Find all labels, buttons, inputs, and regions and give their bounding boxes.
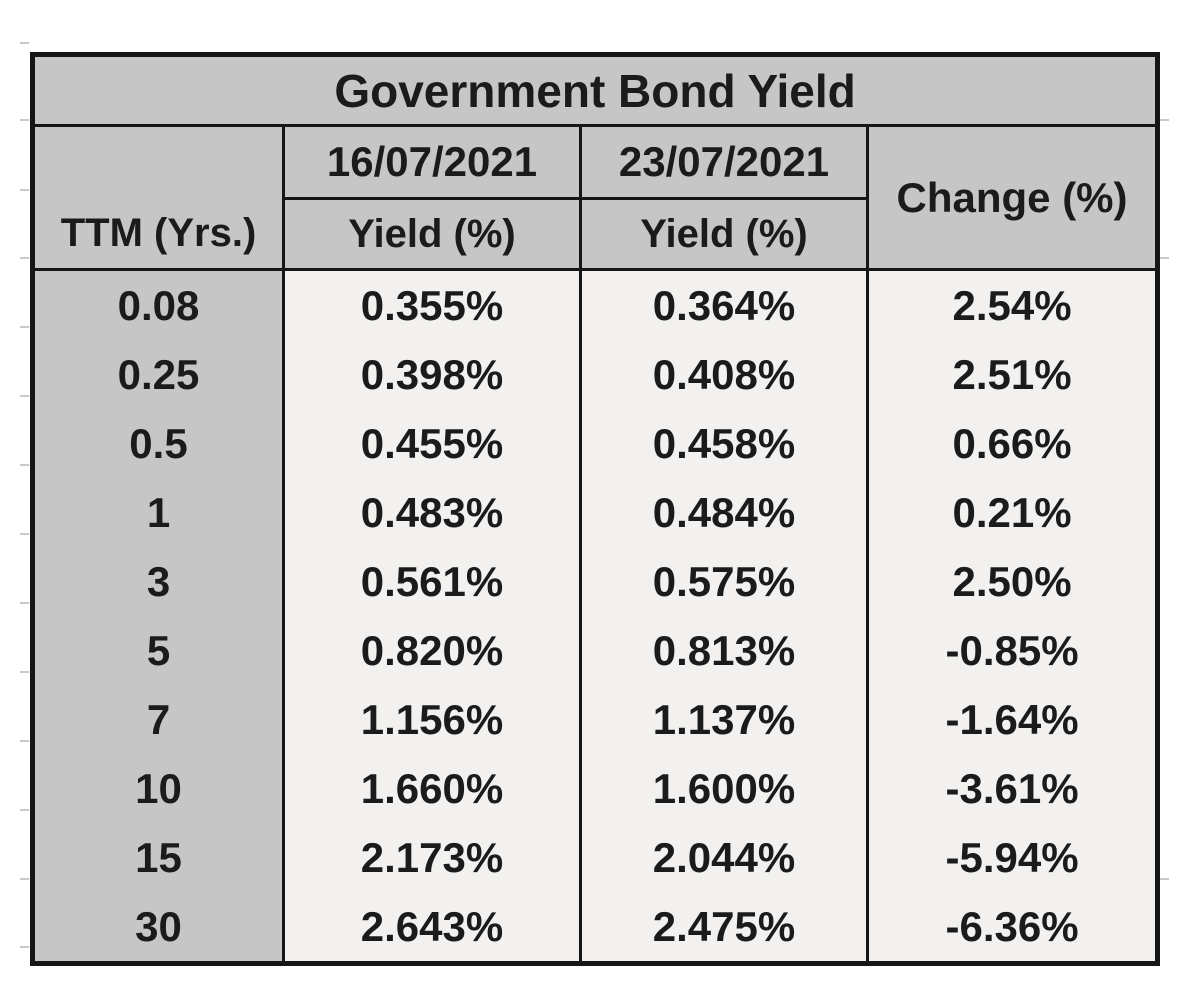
yield-1-cell: 2.643% [282,892,582,964]
ttm-cell: 5 [31,616,285,685]
yield-2-cell: 0.364% [579,269,869,340]
ttm-cell: 1 [31,478,285,547]
table-row: 0.08 0.355% 0.364% 2.54% [31,269,1160,340]
gridline-tick [20,809,29,811]
yield-2-cell: 1.600% [579,754,869,823]
table-row: 0.25 0.398% 0.408% 2.51% [31,340,1160,409]
gridline-tick [20,878,29,880]
change-cell: 2.54% [865,269,1160,340]
ttm-cell: 0.5 [31,409,285,478]
yield-2-cell: 0.484% [579,478,869,547]
table-title-row: Government Bond Yield [32,54,1158,127]
table-title: Government Bond Yield [32,54,1158,127]
table-row: 10 1.660% 1.600% -3.61% [31,754,1160,823]
gridline-tick [20,395,29,397]
gridline-tick [1160,257,1169,259]
yield-1-cell: 0.355% [282,269,582,340]
column-header-ttm: TTM (Yrs.) [31,198,285,271]
yield-1-cell: 1.156% [282,685,582,754]
ttm-cell: 15 [31,823,285,892]
table-row: 1 0.483% 0.484% 0.21% [31,478,1160,547]
change-cell: -5.94% [865,823,1160,892]
change-cell: -0.85% [865,616,1160,685]
gridline-tick [20,464,29,466]
ttm-cell: 0.08 [31,269,285,340]
yield-2-cell: 0.813% [579,616,869,685]
change-cell: 2.50% [865,547,1160,616]
column-header-date-2: 23/07/2021 [579,125,869,200]
yield-1-cell: 2.173% [282,823,582,892]
yield-2-cell: 2.475% [579,892,869,964]
change-cell: 0.66% [865,409,1160,478]
ttm-cell: 0.25 [31,340,285,409]
yield-2-cell: 1.137% [579,685,869,754]
ttm-cell: 3 [31,547,285,616]
gridline-tick [1160,119,1169,121]
change-cell: 0.21% [865,478,1160,547]
column-header-date-1: 16/07/2021 [282,125,582,200]
table-row: 30 2.643% 2.475% -6.36% [31,892,1160,964]
table-row: 7 1.156% 1.137% -1.64% [31,685,1160,754]
yield-1-cell: 0.820% [282,616,582,685]
yield-2-cell: 2.044% [579,823,869,892]
corner-cell [31,125,285,199]
gridline-tick [20,326,29,328]
table-label-header-row: TTM (Yrs.) Yield (%) Yield (%) [31,198,1158,271]
ttm-cell: 30 [31,892,285,964]
gridline-tick [20,42,29,44]
gridline-tick [20,602,29,604]
change-cell: 2.51% [865,340,1160,409]
gridline-tick [1160,878,1169,880]
gridline-tick [20,257,29,259]
yield-2-cell: 0.458% [579,409,869,478]
ttm-cell: 10 [31,754,285,823]
yield-1-cell: 0.455% [282,409,582,478]
ttm-cell: 7 [31,685,285,754]
gridline-tick [20,740,29,742]
yield-2-cell: 0.408% [579,340,869,409]
gridline-tick [20,533,29,535]
bond-yield-table: Government Bond Yield 16/07/2021 23/07/2… [30,52,1161,966]
table-row: 5 0.820% 0.813% -0.85% [31,616,1160,685]
table-row: 0.5 0.455% 0.458% 0.66% [31,409,1160,478]
gridline-tick [20,671,29,673]
change-cell: -3.61% [865,754,1160,823]
yield-1-cell: 0.398% [282,340,582,409]
table-row: 3 0.561% 0.575% 2.50% [31,547,1160,616]
column-header-yield-2: Yield (%) [579,198,869,271]
change-cell: -1.64% [865,685,1160,754]
gridline-tick [20,119,29,121]
table-date-header-row: 16/07/2021 23/07/2021 Change (%) [31,125,1160,271]
yield-1-cell: 0.561% [282,547,582,616]
yield-1-cell: 1.660% [282,754,582,823]
gridline-tick [20,946,29,948]
gridline-tick [20,189,29,191]
yield-1-cell: 0.483% [282,478,582,547]
column-header-yield-1: Yield (%) [282,198,582,271]
column-header-change: Change (%) [865,125,1160,271]
yield-2-cell: 0.575% [579,547,869,616]
change-cell: -6.36% [865,892,1160,964]
table-row: 15 2.173% 2.044% -5.94% [31,823,1160,892]
